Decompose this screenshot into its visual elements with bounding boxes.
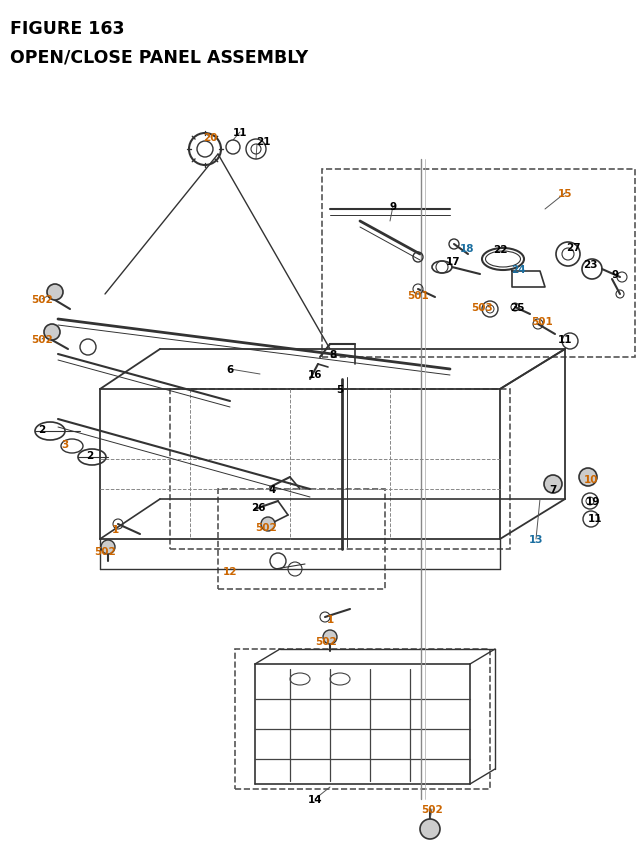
Text: 22: 22 (493, 245, 508, 255)
Text: 4: 4 (268, 485, 276, 494)
Circle shape (47, 285, 63, 300)
Text: 20: 20 (203, 133, 217, 143)
Text: 3: 3 (61, 439, 68, 449)
Text: 9: 9 (389, 201, 397, 212)
Text: 6: 6 (227, 364, 234, 375)
Text: 11: 11 (588, 513, 602, 523)
Circle shape (323, 630, 337, 644)
Text: 9: 9 (611, 269, 619, 280)
Circle shape (579, 468, 597, 486)
Circle shape (261, 517, 275, 531)
Text: 502: 502 (421, 804, 443, 814)
Text: 25: 25 (509, 303, 524, 313)
Text: 5: 5 (337, 385, 344, 394)
Text: FIGURE 163: FIGURE 163 (10, 20, 125, 38)
Text: 2: 2 (38, 424, 45, 435)
Text: 2: 2 (86, 450, 93, 461)
Circle shape (544, 475, 562, 493)
Text: 502: 502 (315, 636, 337, 647)
Text: 502: 502 (255, 523, 277, 532)
Text: 13: 13 (529, 535, 543, 544)
Text: 10: 10 (584, 474, 598, 485)
Text: 18: 18 (460, 244, 474, 254)
Text: 27: 27 (566, 243, 580, 253)
Circle shape (420, 819, 440, 839)
Text: 502: 502 (94, 547, 116, 556)
Text: 11: 11 (557, 335, 572, 344)
Text: 501: 501 (407, 291, 429, 300)
Bar (170, 389, 510, 549)
Text: 7: 7 (549, 485, 557, 494)
Text: 14: 14 (308, 794, 323, 804)
Text: 502: 502 (31, 294, 53, 305)
Text: 16: 16 (308, 369, 323, 380)
Text: 21: 21 (256, 137, 270, 147)
Text: 24: 24 (511, 264, 525, 275)
Text: OPEN/CLOSE PANEL ASSEMBLY: OPEN/CLOSE PANEL ASSEMBLY (10, 48, 308, 66)
Text: 1: 1 (326, 614, 333, 624)
Text: 23: 23 (583, 260, 597, 269)
Text: 11: 11 (233, 127, 247, 138)
Text: 17: 17 (445, 257, 460, 267)
Text: 12: 12 (223, 567, 237, 576)
Text: 8: 8 (330, 350, 337, 360)
Text: 503: 503 (471, 303, 493, 313)
Circle shape (44, 325, 60, 341)
Text: 1: 1 (111, 524, 118, 535)
Text: 19: 19 (586, 497, 600, 506)
Bar (322, 170, 635, 357)
Bar (218, 489, 385, 589)
Circle shape (101, 541, 115, 554)
Text: 26: 26 (251, 503, 265, 512)
Bar (235, 649, 490, 789)
Text: 15: 15 (557, 189, 572, 199)
Text: 501: 501 (531, 317, 553, 326)
Text: 502: 502 (31, 335, 53, 344)
